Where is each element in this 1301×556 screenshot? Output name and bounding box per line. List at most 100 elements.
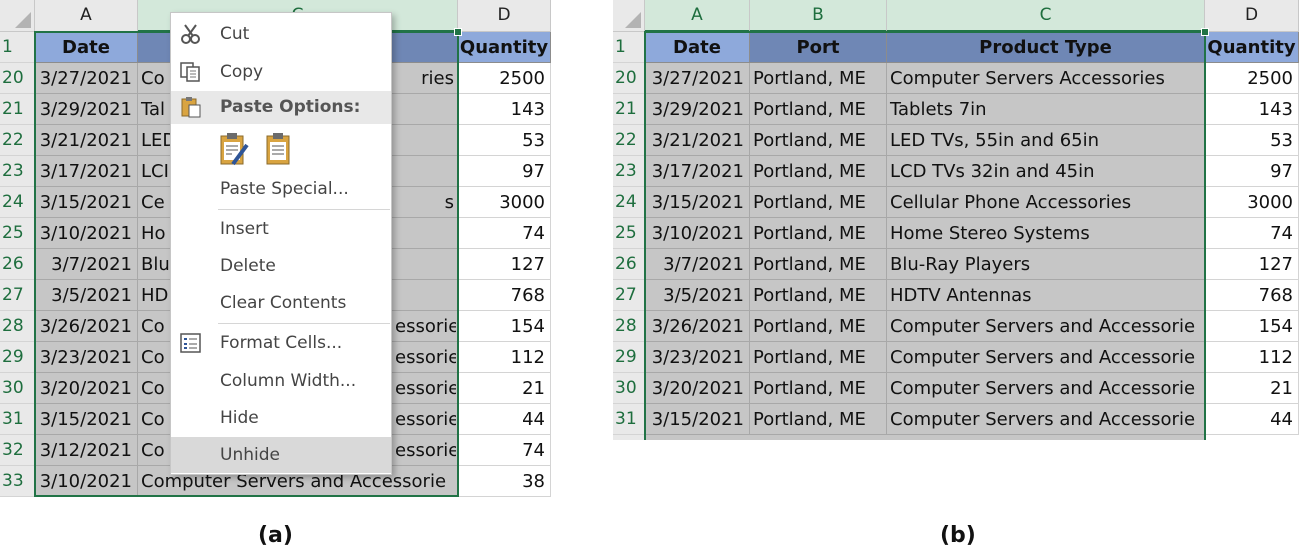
cell-date[interactable]: 3/20/2021 — [645, 373, 750, 404]
paste-icon[interactable] — [264, 131, 294, 172]
cell-quantity[interactable]: 768 — [1205, 280, 1299, 311]
cell-product-type[interactable]: Blu-Ray Players — [887, 249, 1205, 280]
cell-quantity[interactable]: 38 — [458, 466, 551, 497]
cell-port[interactable]: Portland, ME — [750, 187, 887, 218]
row-header[interactable]: 20 — [613, 63, 645, 94]
cell-date[interactable]: 3/23/2021 — [645, 342, 750, 373]
cell-quantity[interactable]: 53 — [458, 125, 551, 156]
menu-item-unhide[interactable]: Unhide — [171, 437, 391, 473]
row-header[interactable]: 29 — [613, 342, 645, 373]
cell-port[interactable]: Portland, ME — [750, 218, 887, 249]
cell-port[interactable]: Portland, ME — [750, 280, 887, 311]
fill-handle[interactable] — [1201, 28, 1209, 36]
cell-date[interactable]: 3/21/2021 — [35, 125, 138, 156]
cell-quantity[interactable]: 3000 — [458, 187, 551, 218]
row-header[interactable]: 20 — [0, 63, 35, 94]
cell-product-type[interactable]: Computer Servers and Accessorie — [887, 311, 1205, 342]
row-header[interactable]: 27 — [613, 280, 645, 311]
cell-product-type[interactable]: Computer Servers and Accessorie — [887, 342, 1205, 373]
menu-item-column-width[interactable]: Column Width... — [171, 363, 391, 399]
menu-item-copy[interactable]: Copy — [171, 54, 391, 90]
row-header[interactable]: 21 — [0, 94, 35, 125]
cell-date[interactable]: 3/15/2021 — [645, 187, 750, 218]
column-header-d[interactable]: D — [1205, 0, 1299, 32]
cell-date[interactable]: 3/20/2021 — [35, 373, 138, 404]
cell-quantity[interactable]: 21 — [458, 373, 551, 404]
row-header[interactable]: 29 — [0, 342, 35, 373]
row-header[interactable]: 23 — [0, 156, 35, 187]
cell-quantity[interactable]: 154 — [1205, 311, 1299, 342]
row-header[interactable]: 31 — [613, 404, 645, 435]
row-header[interactable]: 28 — [613, 311, 645, 342]
menu-item-cut[interactable]: Cut — [171, 16, 391, 52]
cell-quantity[interactable]: 143 — [1205, 94, 1299, 125]
cell-quantity[interactable]: 74 — [1205, 218, 1299, 249]
row-header[interactable]: 24 — [0, 187, 35, 218]
cell-quantity[interactable]: 44 — [458, 404, 551, 435]
cell-date[interactable]: 3/10/2021 — [35, 466, 138, 497]
row-header-1[interactable]: 1 — [0, 32, 35, 63]
cell-quantity[interactable]: 3000 — [1205, 187, 1299, 218]
row-header[interactable]: 25 — [613, 218, 645, 249]
row-header[interactable]: 22 — [0, 125, 35, 156]
row-header[interactable]: 30 — [0, 373, 35, 404]
cell-date[interactable]: 3/5/2021 — [645, 280, 750, 311]
cell-port[interactable]: Portland, ME — [750, 342, 887, 373]
cell-product-type[interactable]: HDTV Antennas — [887, 280, 1205, 311]
cell-date[interactable]: 3/29/2021 — [35, 94, 138, 125]
cell-date[interactable]: 3/7/2021 — [35, 249, 138, 280]
row-header[interactable]: 27 — [0, 280, 35, 311]
cell-product-type[interactable]: Tablets 7in — [887, 94, 1205, 125]
row-header[interactable]: 32 — [0, 435, 35, 466]
table-header-product-type[interactable]: Product Type — [887, 32, 1205, 63]
paste-formatting-icon[interactable] — [218, 131, 250, 172]
cell-port[interactable]: Portland, ME — [750, 156, 887, 187]
cell-quantity[interactable]: 143 — [458, 94, 551, 125]
row-header[interactable]: 24 — [613, 187, 645, 218]
cell-quantity[interactable]: 97 — [458, 156, 551, 187]
cell-quantity[interactable]: 127 — [458, 249, 551, 280]
cell-date[interactable]: 3/23/2021 — [35, 342, 138, 373]
cell-product-type[interactable]: Computer Servers and Accessorie — [887, 404, 1205, 435]
table-header-date[interactable]: Date — [645, 32, 750, 63]
cell-product-type[interactable]: Computer Servers and Accessorie — [887, 373, 1205, 404]
menu-item-hide[interactable]: Hide — [171, 400, 391, 436]
cell-product-type[interactable]: LED TVs, 55in and 65in — [887, 125, 1205, 156]
cell-product-type[interactable]: Computer Servers Accessories — [887, 63, 1205, 94]
row-header[interactable]: 22 — [613, 125, 645, 156]
cell-date[interactable]: 3/27/2021 — [35, 63, 138, 94]
cell-quantity[interactable]: 53 — [1205, 125, 1299, 156]
cell-product-type[interactable]: Cellular Phone Accessories — [887, 187, 1205, 218]
table-header-quantity[interactable]: Quantity — [1205, 32, 1299, 63]
row-header[interactable]: 33 — [0, 466, 35, 497]
cell-date[interactable]: 3/26/2021 — [35, 311, 138, 342]
row-header[interactable]: 31 — [0, 404, 35, 435]
cell-quantity[interactable]: 74 — [458, 218, 551, 249]
cell-quantity[interactable]: 2500 — [1205, 63, 1299, 94]
cell-port[interactable]: Portland, ME — [750, 311, 887, 342]
cell-date[interactable]: 3/10/2021 — [35, 218, 138, 249]
cell-quantity[interactable]: 21 — [1205, 373, 1299, 404]
cell-port[interactable]: Portland, ME — [750, 249, 887, 280]
cell-quantity[interactable]: 44 — [1205, 404, 1299, 435]
cell-quantity[interactable]: 74 — [458, 435, 551, 466]
row-header[interactable]: 23 — [613, 156, 645, 187]
row-header-1[interactable]: 1 — [613, 32, 645, 63]
cell-port[interactable]: Portland, ME — [750, 63, 887, 94]
cell-port[interactable]: Portland, ME — [750, 125, 887, 156]
cell-date[interactable]: 3/27/2021 — [645, 63, 750, 94]
row-header[interactable]: 30 — [613, 373, 645, 404]
table-header-quantity[interactable]: Quantity — [458, 32, 551, 63]
row-header[interactable]: 26 — [0, 249, 35, 280]
column-header-a[interactable]: A — [35, 0, 138, 32]
cell-date[interactable]: 3/17/2021 — [35, 156, 138, 187]
cell-quantity[interactable]: 112 — [1205, 342, 1299, 373]
cell-quantity[interactable]: 154 — [458, 311, 551, 342]
table-header-port[interactable]: Port — [750, 32, 887, 63]
menu-item-insert[interactable]: Insert — [171, 211, 391, 247]
cell-port[interactable]: Portland, ME — [750, 94, 887, 125]
cell-date[interactable]: 3/15/2021 — [645, 404, 750, 435]
select-all-corner[interactable] — [613, 0, 645, 32]
menu-item-paste-special[interactable]: Paste Special... — [171, 171, 391, 207]
cell-port[interactable]: Portland, ME — [750, 373, 887, 404]
